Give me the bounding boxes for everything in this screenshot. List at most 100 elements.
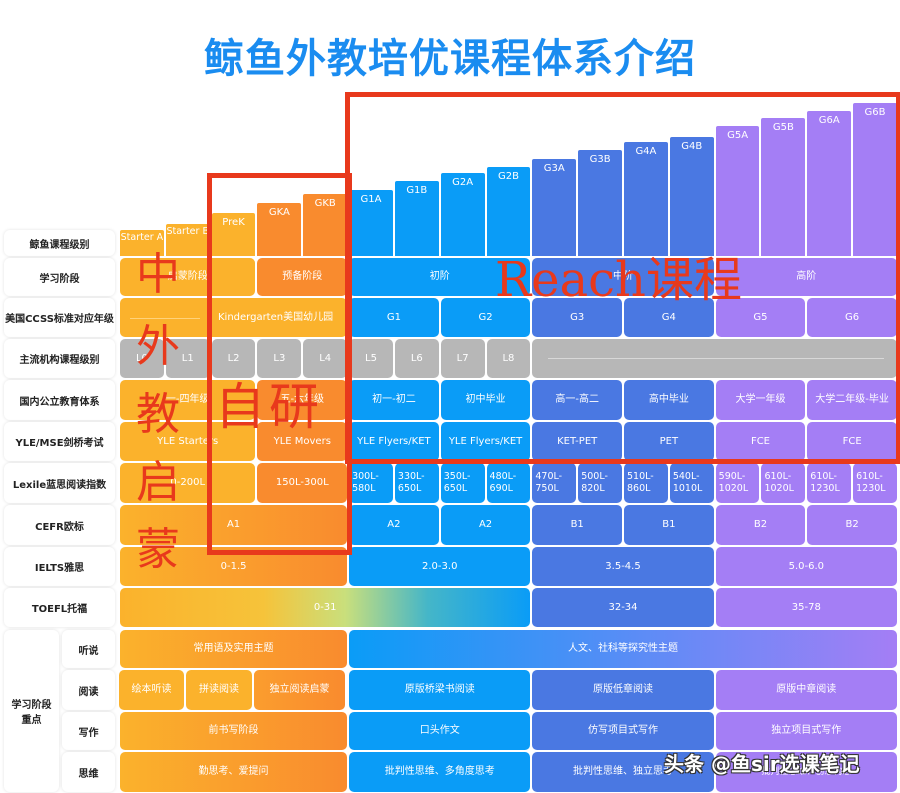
domestic-grade-5-6: 五-六年级 bbox=[257, 380, 348, 420]
annotation-box-self-developed bbox=[207, 173, 352, 555]
row-label-domestic: 国内公立教育体系 bbox=[4, 380, 115, 420]
cefr-a2-1: A2 bbox=[349, 505, 439, 545]
focus-thinking-critical-independent: 批判性思维、独立思考 bbox=[532, 752, 714, 792]
lexile-0-200: 0-200L bbox=[120, 463, 256, 503]
annotation-char: 蒙 bbox=[136, 524, 180, 575]
level-bar-g2b: G2B bbox=[486, 167, 531, 256]
row-label-focus-group: 学习阶段重点 bbox=[4, 630, 59, 792]
stage-beginner: 初阶 bbox=[349, 258, 531, 296]
focus-thinking-critical-multi: 批判性思维、多角度思考 bbox=[349, 752, 531, 792]
toefl-35-78: 35-78 bbox=[715, 588, 897, 627]
level-bar-g1a: G1A bbox=[349, 190, 393, 256]
ccss-g3: G3 bbox=[532, 298, 622, 337]
mainstream-level-l5: L5 bbox=[349, 339, 393, 378]
level-bar-starter-b: Starter B bbox=[165, 224, 210, 256]
focus-writing-oral: 口头作文 bbox=[349, 712, 531, 750]
lexile-cell: 510L- 860L bbox=[624, 463, 668, 503]
lexile-cell: 330L- 650L bbox=[394, 463, 439, 503]
cefr-b1-1: B1 bbox=[532, 505, 622, 545]
focus-reading-0: 绘本听读 bbox=[119, 670, 184, 710]
level-bar-g5a: G5A bbox=[715, 126, 760, 256]
cefr-b1-2: B1 bbox=[624, 505, 714, 545]
watermark-text: 头条 @鱼sir选课笔记 bbox=[664, 752, 860, 776]
yle-fce-1: FCE bbox=[715, 422, 806, 461]
ielts-5.0-6.0: 5.0-6.0 bbox=[715, 547, 897, 586]
level-bar-g1b: G1B bbox=[394, 181, 439, 256]
stage-enlightenment: 启蒙阶段 bbox=[120, 258, 256, 296]
level-bar-g4a: G4A bbox=[624, 142, 668, 256]
lexile-cell: 480L- 690L bbox=[486, 463, 531, 503]
stage-preparatory: 预备阶段 bbox=[257, 258, 348, 296]
lexile-cell: 350L- 650L bbox=[440, 463, 485, 503]
level-bar-g6a: G6A bbox=[807, 111, 852, 256]
domestic-senior-grad: 高中毕业 bbox=[624, 380, 714, 420]
mainstream-level-l8: L8 bbox=[486, 339, 531, 378]
row-label-toefl: TOEFL托福 bbox=[4, 588, 115, 627]
annotation-char: 教 bbox=[136, 389, 180, 440]
row-label-listening: 听说 bbox=[62, 630, 115, 668]
domestic-grade-1-4: 一-四年级 bbox=[120, 380, 256, 420]
annotation-char: 启 bbox=[136, 457, 180, 508]
row-label-yle: YLE/MSE剑桥考试 bbox=[4, 422, 115, 461]
yle-flyers-ket-2: YLE Flyers/KET bbox=[440, 422, 531, 461]
focus-thinking-curious: 勤思考、爱提问 bbox=[120, 752, 348, 792]
lexile-cell: 610L- 1230L bbox=[807, 463, 852, 503]
row-label-writing: 写作 bbox=[62, 712, 115, 750]
focus-reading-early-chapter: 原版低章阅读 bbox=[532, 670, 714, 710]
domestic-senior-1-2: 高一-高二 bbox=[532, 380, 622, 420]
level-bar-g3a: G3A bbox=[532, 159, 577, 256]
row-label-stage: 学习阶段 bbox=[4, 258, 115, 296]
level-bar-g6b: G6B bbox=[853, 103, 897, 256]
lexile-cell: 590L- 1020L bbox=[715, 463, 760, 503]
level-bar-prek: PreK bbox=[211, 213, 256, 256]
row-label-reading: 阅读 bbox=[62, 670, 115, 710]
annotation-self-developed: 自研 bbox=[215, 378, 323, 436]
ccss-g6: G6 bbox=[807, 298, 897, 337]
lexile-cell: 610L- 1020L bbox=[761, 463, 806, 503]
annotation-char: 外 bbox=[136, 321, 180, 372]
yle-flyers-ket-1: YLE Flyers/KET bbox=[349, 422, 439, 461]
level-bar-g3b: G3B bbox=[578, 150, 622, 256]
domestic-junior-grad: 初中毕业 bbox=[440, 380, 531, 420]
focus-reading-chapter: 原版中章阅读 bbox=[715, 670, 897, 710]
row-label-lexile: Lexile蓝思阅读指数 bbox=[4, 463, 115, 503]
yle-fce-2: FCE bbox=[807, 422, 897, 461]
annotation-box-reach bbox=[345, 92, 900, 464]
row-label-mainstream: 主流机构课程级别 bbox=[4, 339, 115, 378]
ielts-3.5-4.5: 3.5-4.5 bbox=[532, 547, 714, 586]
page-title: 鲸鱼外教培优课程体系介绍 bbox=[204, 36, 696, 82]
mainstream-level-l1: L1 bbox=[165, 339, 210, 378]
row-label-ielts: IELTS雅思 bbox=[4, 547, 115, 586]
focus-thinking-critical-creative: 批判性思维、创意构思 bbox=[715, 752, 897, 792]
annotation-char: 中 bbox=[136, 249, 180, 300]
level-bar-gka: GKA bbox=[257, 203, 302, 256]
mainstream-level-l0: L0 bbox=[120, 339, 164, 378]
ccss-g1: G1 bbox=[349, 298, 439, 337]
lexile-150-300: 150L-300L bbox=[257, 463, 348, 503]
focus-writing-independent: 独立项目式写作 bbox=[715, 712, 897, 750]
lexile-cell: 610L- 1230L bbox=[853, 463, 897, 503]
toefl-32-34: 32-34 bbox=[532, 588, 714, 627]
row-label-level: 鲸鱼课程级别 bbox=[4, 230, 115, 256]
focus-listening-inquiry: 人文、社科等探究性主题 bbox=[349, 630, 897, 668]
level-bar-g2a: G2A bbox=[440, 173, 485, 256]
domestic-university-1: 大学一年级 bbox=[715, 380, 806, 420]
yle-movers: YLE Movers bbox=[257, 422, 348, 461]
cefr-b2-1: B2 bbox=[715, 505, 806, 545]
row-label-ccss: 美国CCSS标准对应年级 bbox=[4, 298, 115, 337]
level-bar-gkb: GKB bbox=[303, 194, 348, 256]
ielts-2.0-3.0: 2.0-3.0 bbox=[349, 547, 531, 586]
ccss-empty-divider bbox=[130, 318, 200, 319]
focus-writing-imitation: 仿写项目式写作 bbox=[532, 712, 714, 750]
ccss-g2: G2 bbox=[440, 298, 531, 337]
lexile-cell: 500L- 820L bbox=[578, 463, 622, 503]
ccss-g5: G5 bbox=[715, 298, 806, 337]
lexile-cell: 540L- 1010L bbox=[669, 463, 714, 503]
focus-reading-bridge-books: 原版桥梁书阅读 bbox=[349, 670, 531, 710]
domestic-junior-1-2: 初一-初二 bbox=[349, 380, 439, 420]
focus-listening-practical: 常用语及实用主题 bbox=[120, 630, 348, 668]
mainstream-level-l6: L6 bbox=[394, 339, 439, 378]
focus-reading-2: 独立阅读启蒙 bbox=[254, 670, 345, 710]
level-bar-starter-a: Starter A bbox=[120, 230, 164, 256]
annotation-reach-course: Reach课程 bbox=[495, 252, 742, 308]
